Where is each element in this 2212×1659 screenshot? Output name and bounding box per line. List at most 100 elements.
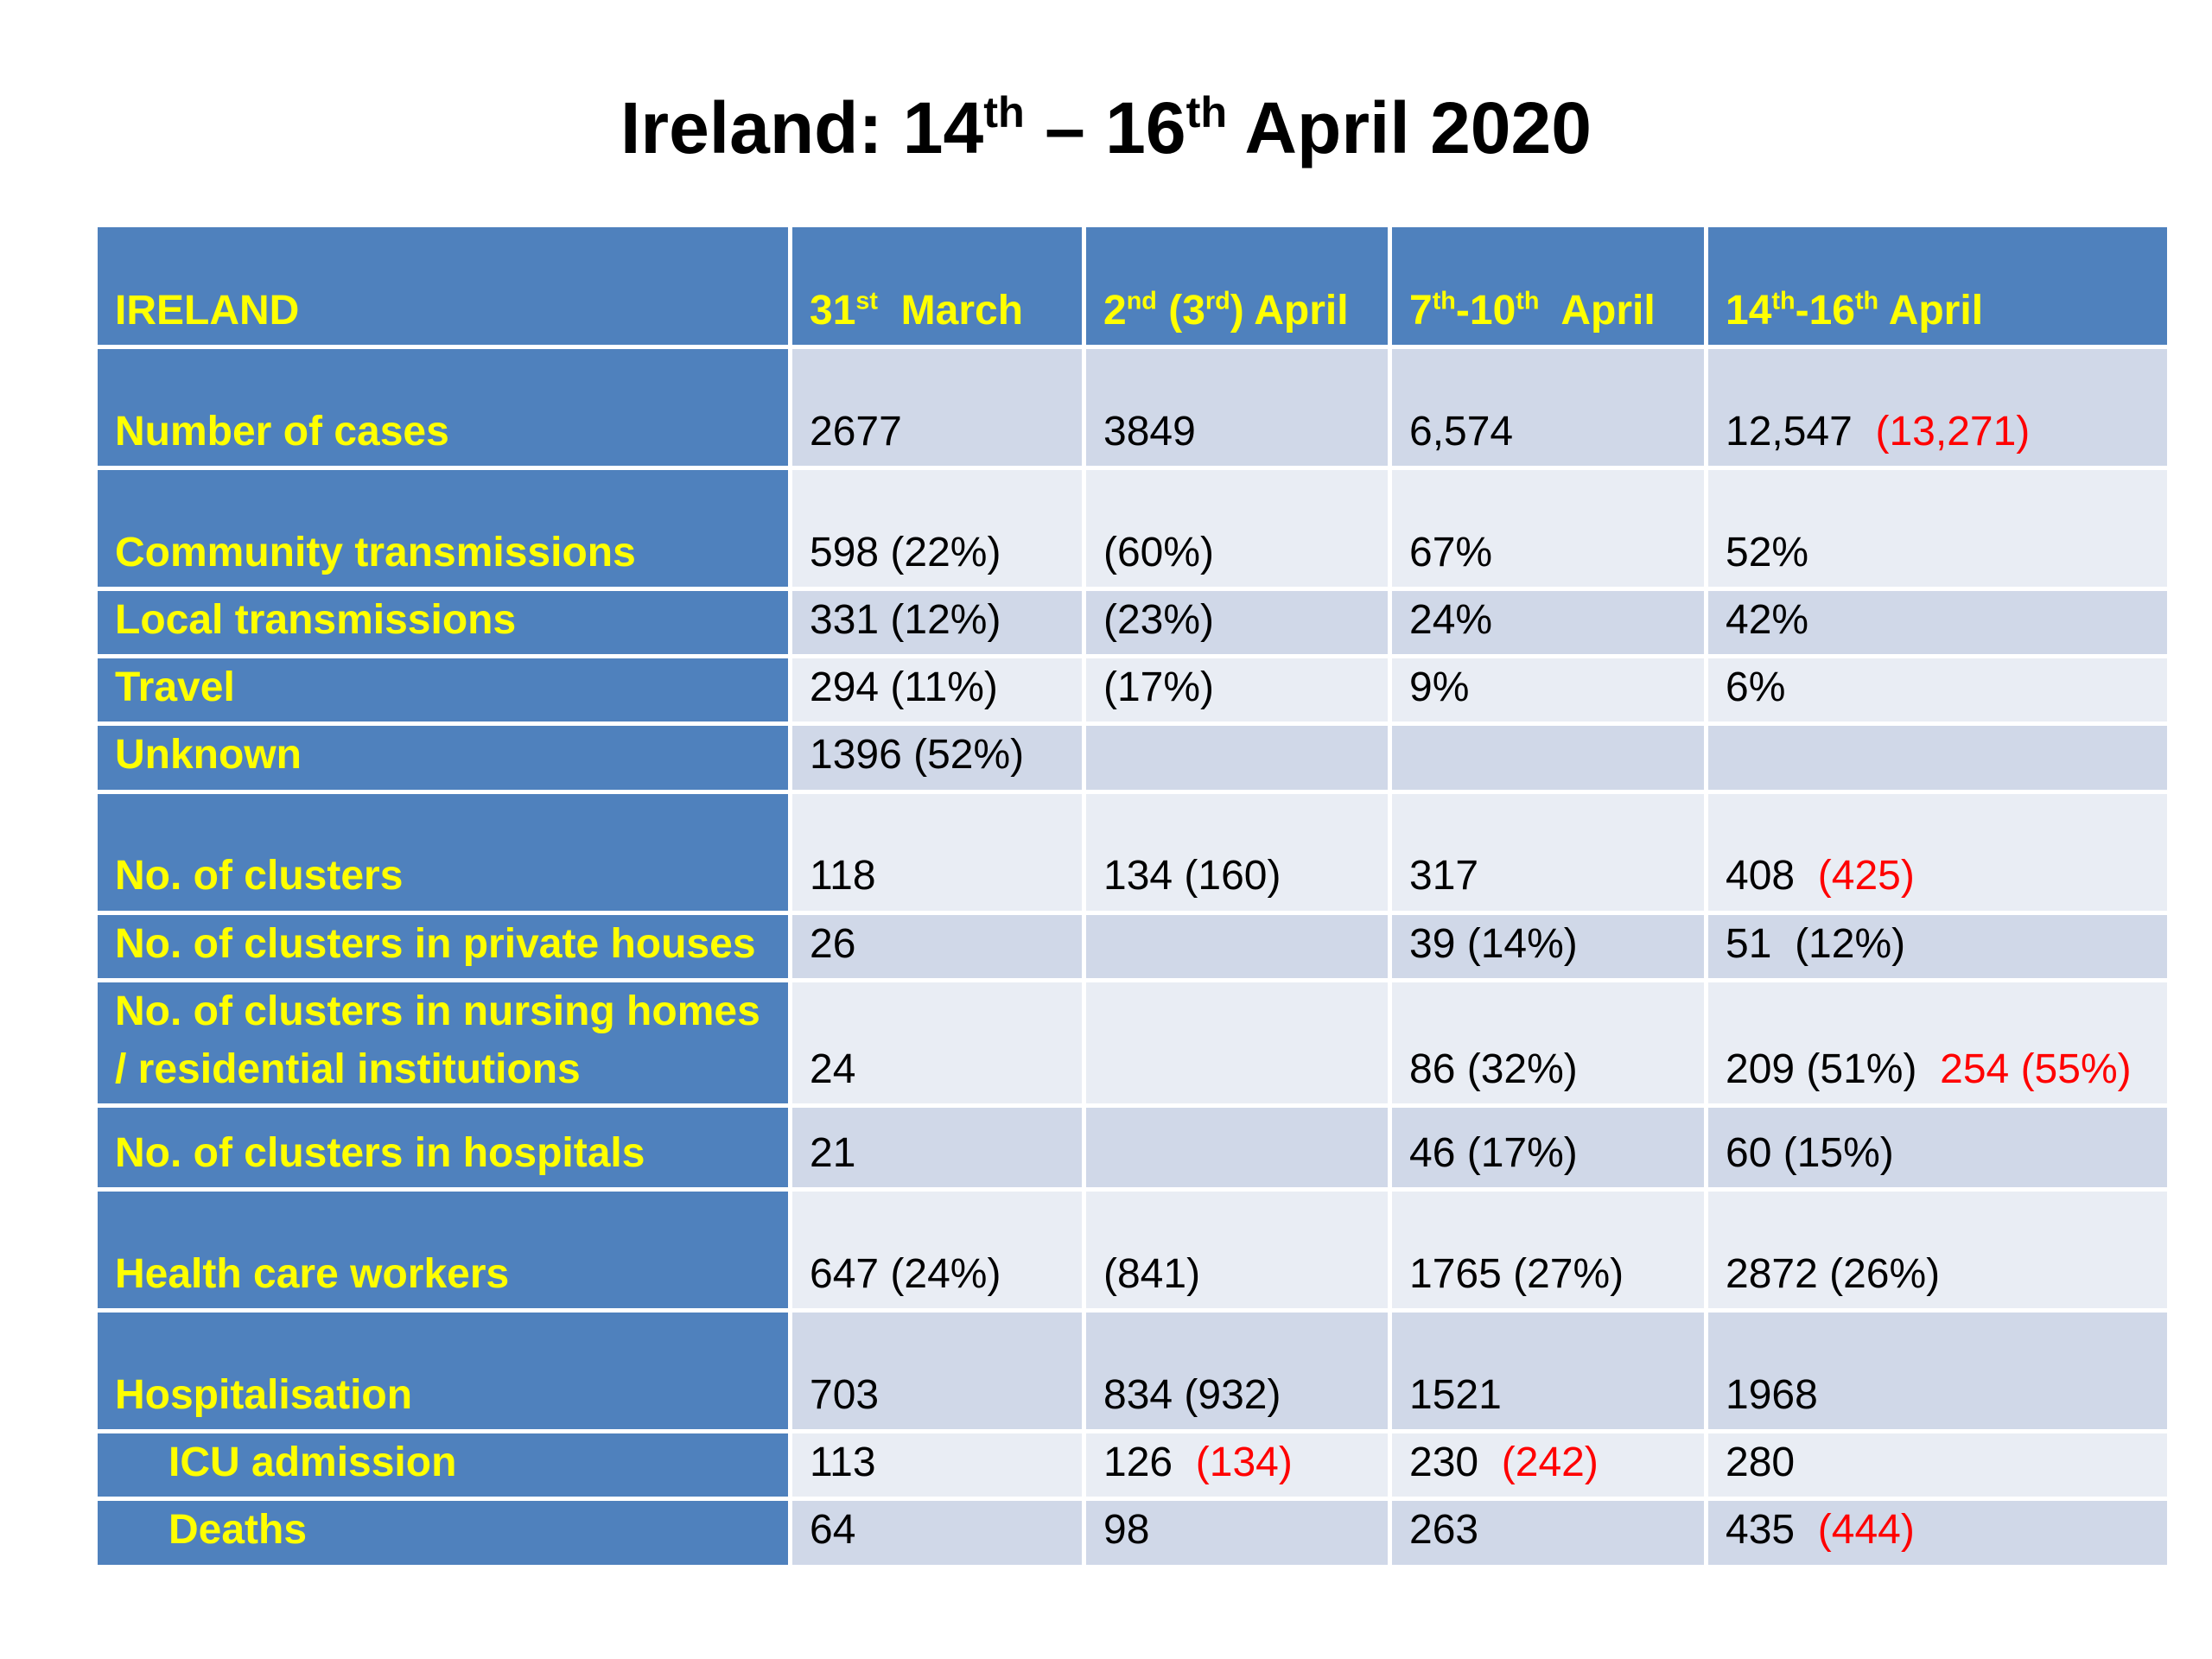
row-label: No. of clusters in hospitals — [93, 1103, 792, 1192]
table-row: ICU admission 113 126 (134) 230 (242) 280 — [93, 1429, 2171, 1502]
table-cell: 834 (932) — [1082, 1308, 1392, 1434]
table-cell: 1521 — [1388, 1308, 1708, 1434]
table-cell: 263 — [1388, 1497, 1708, 1569]
highlight-text: (425) — [1817, 853, 1915, 899]
text-segment: 294 (11%) — [810, 664, 998, 711]
table-body: Number of cases 2677 3849 6,574 12,547 (13,2… — [93, 345, 2171, 1569]
table-row: No. of clusters in hospitals 21 46 (17%) 60… — [93, 1103, 2171, 1192]
table-cell: 9% — [1388, 654, 1708, 727]
text-segment: 209 (51%) — [1726, 1046, 1917, 1092]
text-segment: 24 — [810, 1046, 856, 1092]
text-segment: (60%) — [1103, 529, 1215, 575]
table-row: Health care workers 647 (24%) (841) 1765 (2… — [93, 1187, 2171, 1313]
text-segment: -10 — [1455, 287, 1516, 334]
text-segment: April — [1878, 287, 1984, 334]
table-cell: 1396 (52%) — [788, 721, 1086, 794]
table-cell: 598 (22%) — [788, 466, 1086, 591]
text-segment: 1968 — [1726, 1371, 1818, 1418]
table-cell: (841) — [1082, 1187, 1392, 1313]
text-segment: 1765 (27%) — [1409, 1250, 1624, 1297]
text-segment: 2 — [1103, 287, 1127, 334]
table-cell: (60%) — [1082, 466, 1392, 591]
table-cell: 134 (160) — [1082, 789, 1392, 915]
text-segment: 126 — [1103, 1440, 1173, 1486]
table-cell: 98 — [1082, 1497, 1392, 1569]
text-segment: 118 — [810, 853, 876, 899]
table-cell: 280 — [1704, 1429, 2171, 1502]
table-row: No. of clusters in private houses 26 39 (1… — [93, 910, 2171, 982]
text-segment: 6,574 — [1409, 408, 1514, 454]
highlight-text: (242) — [1501, 1440, 1599, 1486]
text-segment: – 16 — [1024, 87, 1186, 168]
text-segment: 317 — [1409, 853, 1479, 899]
text-segment: 263 — [1409, 1507, 1479, 1554]
table-cell: 42% — [1704, 586, 2171, 659]
table-cell — [1082, 1103, 1392, 1192]
text-segment: 67% — [1409, 529, 1493, 575]
text-segment: 113 — [810, 1440, 876, 1486]
text-segment: April — [1539, 287, 1656, 334]
text-segment: 331 (12%) — [810, 597, 1001, 643]
text-segment: 9% — [1409, 664, 1470, 711]
text-segment: (23%) — [1103, 597, 1215, 643]
table-row: No. of clusters 118 134 (160) 317 408 (425) — [93, 789, 2171, 915]
table-cell: 12,547 (13,271) — [1704, 345, 2171, 470]
text-segment: 31 — [810, 287, 856, 334]
text-segment: 435 — [1726, 1507, 1796, 1554]
row-label: No. of clusters in private houses — [93, 910, 792, 982]
text-segment: 647 (24%) — [810, 1250, 1001, 1297]
text-segment: 1396 (52%) — [810, 732, 1025, 779]
text-segment: 52% — [1726, 529, 1809, 575]
text-segment: (841) — [1103, 1250, 1201, 1297]
text-segment: 598 (22%) — [810, 529, 1001, 575]
text-segment: 51 (12%) — [1726, 920, 1906, 967]
table-row: Local transmissions 331 (12%) (23%) 24% 42% — [93, 586, 2171, 659]
row-label: Local transmissions — [93, 586, 792, 659]
text-segment: 26 — [810, 920, 856, 967]
table-cell: 24 — [788, 977, 1086, 1109]
row-label: Health care workers — [93, 1187, 792, 1313]
table-row: Deaths 64 98 263 435 (444) — [93, 1497, 2171, 1569]
row-label: Travel — [93, 654, 792, 727]
slide-title: Ireland: 14th – 16th April 2020 — [0, 86, 2212, 170]
table-cell — [1082, 721, 1392, 794]
superscript: th — [1432, 287, 1456, 315]
text-segment: IRELAND — [115, 287, 300, 334]
text-segment: (3 — [1156, 287, 1205, 334]
text-segment: 46 (17%) — [1409, 1129, 1578, 1176]
column-header: 2nd (3rd) April — [1082, 223, 1392, 349]
table-cell: 26 — [788, 910, 1086, 982]
superscript: rd — [1205, 287, 1230, 315]
table-row: Travel 294 (11%) (17%) 9% 6% — [93, 654, 2171, 727]
text-segment: 134 (160) — [1103, 853, 1281, 899]
text-segment: 230 — [1409, 1440, 1479, 1486]
data-table: IRELAND 31st March 2nd (3rd) April 7th-10th… — [93, 223, 2171, 1569]
table-cell: 317 — [1388, 789, 1708, 915]
table-row: Number of cases 2677 3849 6,574 12,547 (13,2… — [93, 345, 2171, 470]
row-label: ICU admission — [93, 1429, 792, 1502]
text-segment: 64 — [810, 1507, 856, 1554]
text-segment: ) April — [1230, 287, 1349, 334]
row-label: Unknown — [93, 721, 792, 794]
text-segment: 42% — [1726, 597, 1809, 643]
text-segment: (17%) — [1103, 664, 1215, 711]
text-segment: March — [878, 287, 1024, 334]
table-cell: 86 (32%) — [1388, 977, 1708, 1109]
text-segment: 834 (932) — [1103, 1371, 1281, 1418]
text-segment: 280 — [1726, 1440, 1796, 1486]
superscript: th — [983, 86, 1025, 137]
row-label: Deaths — [93, 1497, 792, 1569]
row-label: Number of cases — [93, 345, 792, 470]
text-segment: 1521 — [1409, 1371, 1502, 1418]
row-label: No. of clusters in nursing homes / resid… — [93, 977, 792, 1109]
column-header: 31st March — [788, 223, 1086, 349]
table-cell: 113 — [788, 1429, 1086, 1502]
text-segment: 2872 (26%) — [1726, 1250, 1941, 1297]
table-row: Hospitalisation 703 834 (932) 1521 1968 — [93, 1308, 2171, 1434]
text-segment: 24% — [1409, 597, 1493, 643]
highlight-text: 254 (55%) — [1940, 1046, 2132, 1092]
text-segment: 6% — [1726, 664, 1786, 711]
text-segment: 12,547 — [1726, 408, 1853, 454]
table-cell: 6% — [1704, 654, 2171, 727]
